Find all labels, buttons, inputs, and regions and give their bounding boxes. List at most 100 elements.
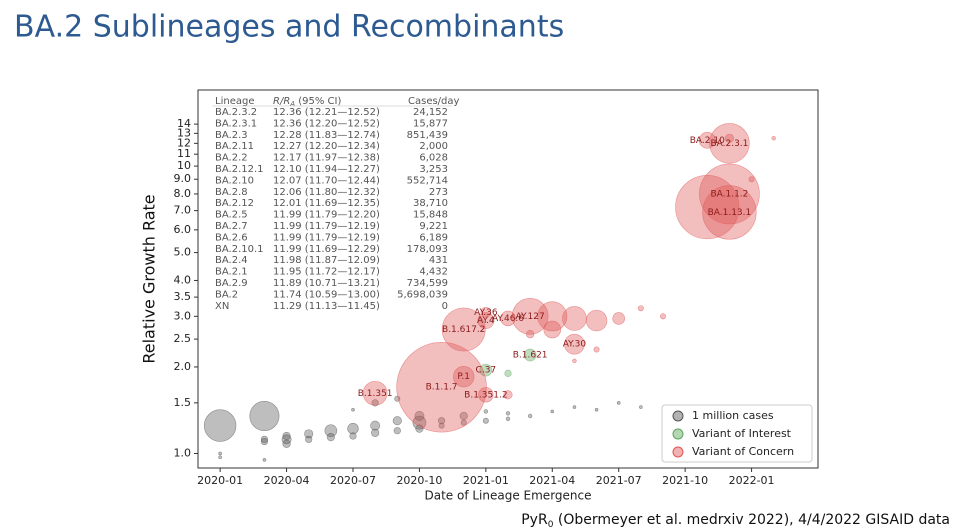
bubble <box>709 123 750 164</box>
x-tick-label: 2020-07 <box>330 474 376 487</box>
x-tick-label: 2021-01 <box>463 474 509 487</box>
bubble <box>305 435 313 443</box>
table-cell: 6,028 <box>419 153 448 164</box>
table-cell: BA.2.3.1 <box>215 118 257 129</box>
table-cell: BA.2.3.2 <box>215 107 257 118</box>
bubble <box>593 346 600 353</box>
bubble <box>483 409 489 414</box>
bubble-label: B.1.621 <box>513 351 548 361</box>
table-cell: 24,152 <box>413 107 448 118</box>
bubble <box>526 330 535 339</box>
bubble <box>612 312 626 325</box>
y-tick-label: 1.0 <box>174 446 192 459</box>
bubble <box>415 424 424 433</box>
bubble <box>370 420 381 431</box>
table-cell: BA.2.12 <box>215 198 254 209</box>
series <box>203 395 643 462</box>
bubble <box>260 435 269 443</box>
table-cell: 12.01 (11.69—12.35) <box>273 198 380 209</box>
footer: PyR0 (Obermeyer et al. medrxiv 2022), 4/… <box>521 512 950 530</box>
bubble <box>371 428 380 437</box>
bubble <box>572 405 577 409</box>
y-tick-label: 11 <box>177 147 191 160</box>
table-cell: 0 <box>442 301 448 312</box>
table-header-cell: Lineage <box>215 96 254 107</box>
bubble-label: BA.2.3.1 <box>710 139 748 149</box>
table-header-cell: R/RA (95% CI) <box>273 96 341 108</box>
table-cell: 15,848 <box>413 210 448 221</box>
table-header-part: A <box>289 100 295 108</box>
bubble <box>392 416 402 426</box>
slide-title: BA.2 Sublineages and Recombinants <box>14 10 564 45</box>
bubble <box>249 401 280 432</box>
legend-label: Variant of Interest <box>692 427 792 440</box>
x-tick-label: 2021-10 <box>662 474 708 487</box>
bubble <box>441 307 486 352</box>
table-cell: 2,000 <box>419 141 448 152</box>
bubble-label: BA.1.13.1 <box>708 208 752 218</box>
table-cell: BA.2.7 <box>215 221 248 232</box>
footer-text: PyR <box>521 512 548 528</box>
table-cell: 11.29 (11.13—11.45) <box>273 301 380 312</box>
table-cell: 9,221 <box>419 221 448 232</box>
table-cell: 734,599 <box>407 278 448 289</box>
table-cell: BA.2.1 <box>215 267 248 278</box>
legend-label: 1 million cases <box>692 409 774 422</box>
y-tick-label: 6.0 <box>174 223 192 236</box>
bubble-label: AY.30 <box>563 340 587 350</box>
y-tick-label: 12 <box>177 136 191 149</box>
bubble <box>572 358 577 364</box>
bubble <box>479 363 493 377</box>
table-cell: 4,432 <box>419 267 448 278</box>
plot-frame <box>197 89 819 469</box>
table-cell: 552,714 <box>407 175 448 186</box>
bubble <box>702 185 757 240</box>
series <box>362 123 776 433</box>
table-cell: 12.10 (11.94—12.27) <box>273 164 380 175</box>
table-cell: BA.2.4 <box>215 255 248 266</box>
bubble <box>771 136 776 141</box>
table-cell: 273 <box>429 187 448 198</box>
table-cell: 12.28 (11.83—12.74) <box>273 130 380 141</box>
table-cell: 11.98 (11.87—12.09) <box>273 255 380 266</box>
y-tick-label: 10 <box>177 159 191 172</box>
table-cell: 11.99 (11.79—12.19) <box>273 232 380 243</box>
legend-marker <box>672 410 684 422</box>
bubble-label: BA.1.1.2 <box>710 189 748 199</box>
bubble <box>393 427 401 435</box>
bubble <box>505 416 511 422</box>
legend-marker <box>672 428 684 440</box>
x-tick-label: 2021-04 <box>529 474 575 487</box>
bubble-label: P.1 <box>457 372 470 382</box>
bubble <box>562 306 587 331</box>
bubble <box>414 411 425 421</box>
table-cell: 12.27 (12.20—12.34) <box>273 141 380 152</box>
table-cell: 3,253 <box>419 164 448 175</box>
table-header-part: R/R <box>273 96 290 107</box>
bubble <box>324 424 338 438</box>
bubble <box>453 365 475 388</box>
table-cell: 11.99 (11.79—12.20) <box>273 210 380 221</box>
table-cell: BA.2.2 <box>215 153 248 164</box>
bubble <box>511 298 549 335</box>
bubble-label: AY.36 <box>474 308 498 318</box>
bubble <box>482 417 489 424</box>
bubble-label: B.1.351.2 <box>464 390 507 400</box>
x-tick-label: 2020-10 <box>396 474 442 487</box>
x-axis-label: Date of Lineage Emergence <box>424 489 591 503</box>
bubble <box>477 312 495 329</box>
table-cell: 5,698,039 <box>397 289 448 300</box>
table-cell: 12.07 (11.70—12.44) <box>273 175 380 186</box>
table-cell: 12.36 (12.20—12.52) <box>273 118 380 129</box>
table-cell: BA.2.10.1 <box>215 244 264 255</box>
table-cell: 15,877 <box>413 118 448 129</box>
table-cell: 12.36 (12.21—12.52) <box>273 107 380 118</box>
legend-label: Variant of Concern <box>692 445 794 458</box>
table-cell: 11.99 (11.69—12.29) <box>273 244 380 255</box>
bubble <box>438 422 445 429</box>
bubble <box>639 405 643 409</box>
bubble <box>564 333 585 355</box>
bubble <box>282 439 291 448</box>
